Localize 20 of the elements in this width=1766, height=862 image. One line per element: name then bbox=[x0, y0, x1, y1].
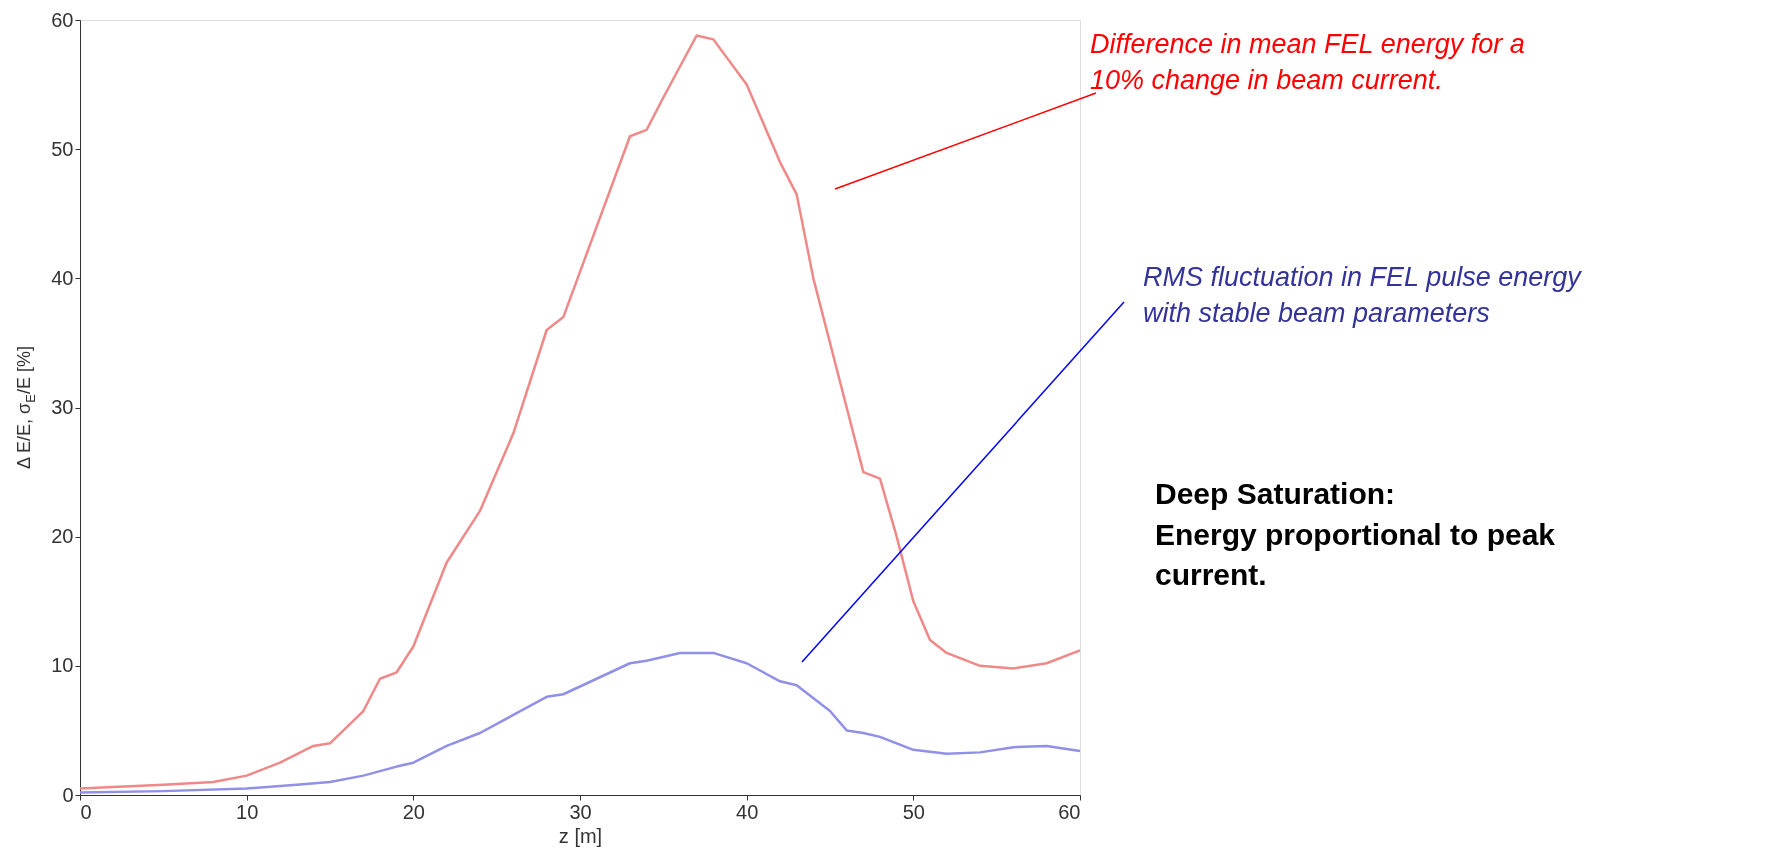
y-tick-label: 10 bbox=[51, 654, 74, 677]
x-tick-label: 10 bbox=[236, 800, 259, 823]
x-tick-label: 0 bbox=[80, 800, 92, 823]
x-tick-label: 30 bbox=[569, 800, 592, 823]
text: RMS fluctuation in FEL pulse energy with stable beam parameters bbox=[1143, 262, 1583, 329]
text: Difference in mean FEL energy for a 10% change in beam current. bbox=[1090, 29, 1525, 96]
x-tick-label: 60 bbox=[1058, 800, 1081, 823]
line-series bbox=[78, 34, 1082, 790]
x-tick-label: 20 bbox=[402, 800, 425, 823]
y-tick-label: 50 bbox=[51, 137, 74, 160]
y-tick-label: 20 bbox=[51, 525, 74, 548]
y-tick-label: 30 bbox=[51, 396, 74, 418]
x-tick-label: 50 bbox=[902, 800, 925, 823]
y-axis-title: Δ E/E, σE/E [%] bbox=[14, 346, 38, 469]
y-tick-label: 0 bbox=[62, 783, 74, 806]
y-tick-label: 60 bbox=[51, 8, 74, 31]
x-tick-label: 40 bbox=[736, 800, 759, 823]
y-tick-label: 40 bbox=[51, 266, 74, 289]
x-axis-title: z [m] bbox=[558, 824, 603, 847]
text: Deep Saturation: Energy proportional to peak current. bbox=[1155, 477, 1556, 591]
